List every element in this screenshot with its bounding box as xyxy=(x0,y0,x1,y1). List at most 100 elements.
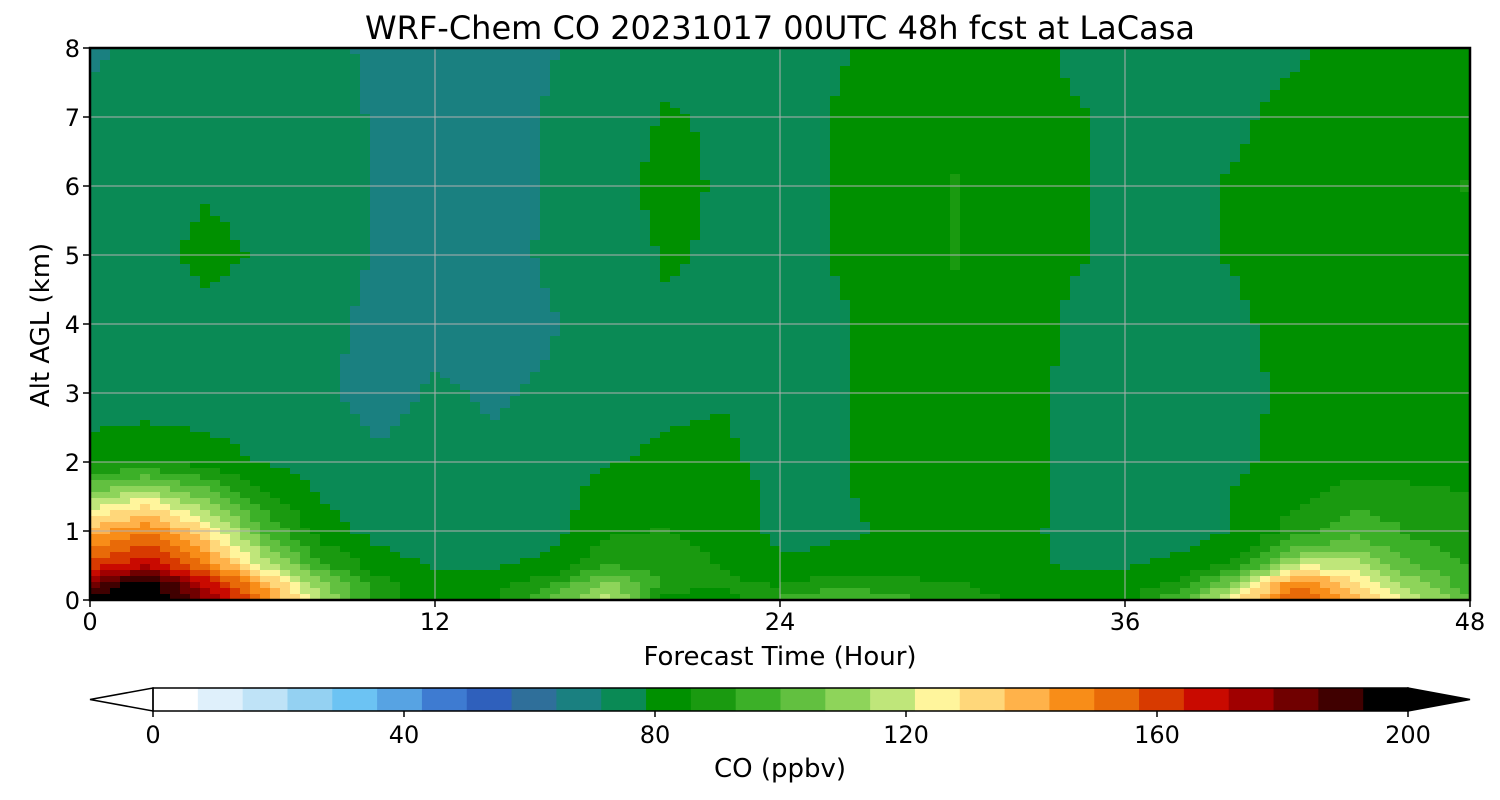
contour-cell xyxy=(190,240,201,247)
contour-cell xyxy=(1250,84,1261,91)
contour-cell xyxy=(1140,48,1151,55)
contour-cell xyxy=(650,90,661,97)
contour-cell xyxy=(360,84,371,91)
contour-cell xyxy=(530,168,541,175)
contour-cell xyxy=(1460,138,1470,145)
contour-cell xyxy=(270,156,281,163)
contour-cell xyxy=(1220,246,1231,253)
contour-cell xyxy=(1340,234,1351,241)
contour-cell xyxy=(730,198,741,205)
contour-cell xyxy=(440,228,451,235)
contour-cell xyxy=(850,234,861,241)
contour-cell xyxy=(720,204,731,211)
contour-cell xyxy=(1150,222,1161,229)
contour-cell xyxy=(180,174,191,181)
contour-cell xyxy=(830,192,841,199)
contour-cell xyxy=(1000,84,1011,91)
contour-cell xyxy=(620,60,631,67)
contour-cell xyxy=(1190,48,1201,55)
contour-cell xyxy=(1130,138,1141,145)
contour-cell xyxy=(720,210,731,217)
contour-cell xyxy=(530,138,541,145)
contour-cell xyxy=(1420,222,1431,229)
contour-cell xyxy=(110,48,121,55)
contour-cell xyxy=(310,168,321,175)
contour-cell xyxy=(1370,150,1381,157)
contour-cell xyxy=(1450,156,1461,163)
contour-cell xyxy=(1400,60,1411,67)
contour-cell xyxy=(1050,138,1061,145)
contour-cell xyxy=(1370,72,1381,79)
contour-cell xyxy=(590,54,601,61)
contour-cell xyxy=(1420,246,1431,253)
contour-cell xyxy=(390,78,401,85)
contour-cell xyxy=(1000,120,1011,127)
contour-cell xyxy=(170,102,181,109)
contour-cell xyxy=(1370,204,1381,211)
contour-cell xyxy=(680,180,691,187)
contour-cell xyxy=(260,78,271,85)
contour-cell xyxy=(750,216,761,223)
contour-cell xyxy=(490,210,501,217)
contour-cell xyxy=(1370,246,1381,253)
contour-cell xyxy=(1210,84,1221,91)
contour-cell xyxy=(1320,54,1331,61)
contour-cell xyxy=(890,132,901,139)
contour-cell xyxy=(630,78,641,85)
contour-cell xyxy=(640,222,651,229)
contour-cell xyxy=(90,156,101,163)
contour-cell xyxy=(1330,246,1341,253)
contour-cell xyxy=(1100,144,1111,151)
contour-cell xyxy=(580,186,591,193)
contour-cell xyxy=(560,186,571,193)
contour-cell xyxy=(130,102,141,109)
contour-cell xyxy=(1300,108,1311,115)
contour-cell xyxy=(1440,246,1451,253)
contour-cell xyxy=(830,72,841,79)
contour-cell xyxy=(180,120,191,127)
contour-cell xyxy=(440,156,451,163)
contour-cell xyxy=(1060,198,1071,205)
contour-cell xyxy=(1360,228,1371,235)
contour-cell xyxy=(500,54,511,61)
contour-cell xyxy=(1260,132,1271,139)
contour-cell xyxy=(890,60,901,67)
contour-cell xyxy=(440,84,451,91)
contour-cell xyxy=(690,120,701,127)
contour-cell xyxy=(1160,84,1171,91)
contour-cell xyxy=(1170,102,1181,109)
contour-cell xyxy=(870,156,881,163)
contour-cell xyxy=(270,120,281,127)
contour-cell xyxy=(520,108,531,115)
contour-cell xyxy=(490,174,501,181)
contour-cell xyxy=(210,54,221,61)
contour-cell xyxy=(810,48,821,55)
contour-cell xyxy=(920,246,931,253)
contour-cell xyxy=(350,150,361,157)
contour-cell xyxy=(1450,66,1461,73)
contour-cell xyxy=(1190,78,1201,85)
contour-cell xyxy=(1000,210,1011,217)
contour-cell xyxy=(100,84,111,91)
contour-cell xyxy=(400,84,411,91)
contour-cell xyxy=(420,228,431,235)
contour-cell xyxy=(320,204,331,211)
contour-cell xyxy=(1320,144,1331,151)
contour-cell xyxy=(910,102,921,109)
contour-cell xyxy=(1130,48,1141,55)
contour-cell xyxy=(750,120,761,127)
contour-cell xyxy=(220,186,231,193)
contour-cell xyxy=(1360,132,1371,139)
contour-cell xyxy=(820,204,831,211)
contour-cell xyxy=(880,84,891,91)
contour-cell xyxy=(160,72,171,79)
contour-cell xyxy=(230,216,241,223)
contour-cell xyxy=(970,210,981,217)
contour-cell xyxy=(470,102,481,109)
contour-cell xyxy=(1060,240,1071,247)
contour-cell xyxy=(210,216,221,223)
contour-cell xyxy=(790,204,801,211)
contour-cell xyxy=(970,78,981,85)
contour-cell xyxy=(1150,132,1161,139)
contour-cell xyxy=(1180,144,1191,151)
